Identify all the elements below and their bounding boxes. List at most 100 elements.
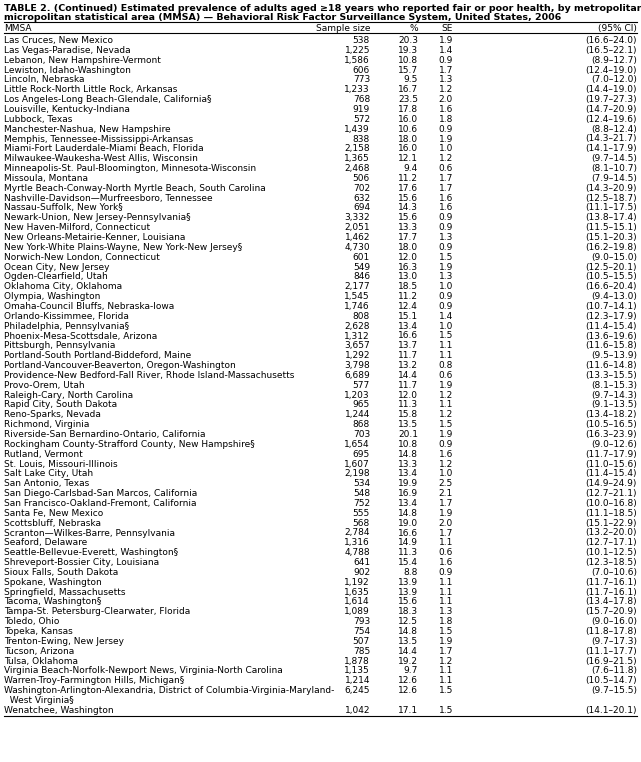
Text: 19.0: 19.0 bbox=[398, 519, 418, 527]
Text: 13.3: 13.3 bbox=[398, 223, 418, 232]
Text: Las Cruces, New Mexico: Las Cruces, New Mexico bbox=[4, 36, 113, 45]
Text: Tacoma, Washington§: Tacoma, Washington§ bbox=[4, 597, 101, 607]
Text: 6,245: 6,245 bbox=[344, 686, 370, 695]
Text: 11.3: 11.3 bbox=[398, 401, 418, 409]
Text: Spokane, Washington: Spokane, Washington bbox=[4, 578, 102, 587]
Text: Lubbock, Texas: Lubbock, Texas bbox=[4, 115, 72, 123]
Text: 694: 694 bbox=[353, 203, 370, 213]
Text: (11.6–14.8): (11.6–14.8) bbox=[585, 361, 637, 370]
Text: 1.1: 1.1 bbox=[438, 667, 453, 675]
Text: 1.0: 1.0 bbox=[438, 144, 453, 153]
Text: 0.6: 0.6 bbox=[438, 164, 453, 173]
Text: Tampa-St. Petersburg-Clearwater, Florida: Tampa-St. Petersburg-Clearwater, Florida bbox=[4, 607, 190, 616]
Text: (12.4–19.0): (12.4–19.0) bbox=[585, 66, 637, 75]
Text: 1.4: 1.4 bbox=[438, 312, 453, 321]
Text: 19.3: 19.3 bbox=[398, 46, 418, 55]
Text: 15.6: 15.6 bbox=[398, 213, 418, 223]
Text: 1.9: 1.9 bbox=[438, 381, 453, 389]
Text: (11.4–15.4): (11.4–15.4) bbox=[585, 469, 637, 479]
Text: St. Louis, Missouri-Illinois: St. Louis, Missouri-Illinois bbox=[4, 459, 118, 469]
Text: 0.9: 0.9 bbox=[438, 568, 453, 577]
Text: New York-White Plains-Wayne, New York-New Jersey§: New York-White Plains-Wayne, New York-Ne… bbox=[4, 243, 242, 252]
Text: 768: 768 bbox=[353, 95, 370, 104]
Text: 1.6: 1.6 bbox=[438, 450, 453, 459]
Text: Providence-New Bedford-Fall River, Rhode Island-Massachusetts: Providence-New Bedford-Fall River, Rhode… bbox=[4, 371, 294, 380]
Text: 17.1: 17.1 bbox=[398, 706, 418, 715]
Text: 19.9: 19.9 bbox=[398, 479, 418, 488]
Text: 14.8: 14.8 bbox=[398, 450, 418, 459]
Text: (8.8–12.4): (8.8–12.4) bbox=[591, 125, 637, 133]
Text: Little Rock-North Little Rock, Arkansas: Little Rock-North Little Rock, Arkansas bbox=[4, 85, 178, 94]
Text: 16.6: 16.6 bbox=[398, 331, 418, 341]
Text: Topeka, Kansas: Topeka, Kansas bbox=[4, 627, 72, 636]
Text: 1.5: 1.5 bbox=[438, 706, 453, 715]
Text: 0.9: 0.9 bbox=[438, 292, 453, 301]
Text: Manchester-Nashua, New Hampshire: Manchester-Nashua, New Hampshire bbox=[4, 125, 171, 133]
Text: 695: 695 bbox=[353, 450, 370, 459]
Text: 1.9: 1.9 bbox=[438, 637, 453, 646]
Text: (95% CI): (95% CI) bbox=[598, 24, 637, 33]
Text: 13.5: 13.5 bbox=[398, 637, 418, 646]
Text: MMSA: MMSA bbox=[4, 24, 31, 33]
Text: (8.1–10.7): (8.1–10.7) bbox=[591, 164, 637, 173]
Text: Los Angeles-Long Beach-Glendale, California§: Los Angeles-Long Beach-Glendale, Califor… bbox=[4, 95, 212, 104]
Text: 1,316: 1,316 bbox=[344, 538, 370, 547]
Text: 0.9: 0.9 bbox=[438, 440, 453, 449]
Text: Santa Fe, New Mexico: Santa Fe, New Mexico bbox=[4, 509, 103, 518]
Text: (12.3–17.9): (12.3–17.9) bbox=[585, 312, 637, 321]
Text: 1.1: 1.1 bbox=[438, 588, 453, 597]
Text: 13.9: 13.9 bbox=[398, 588, 418, 597]
Text: Ocean City, New Jersey: Ocean City, New Jersey bbox=[4, 263, 110, 271]
Text: (10.5–15.5): (10.5–15.5) bbox=[585, 272, 637, 281]
Text: 10.6: 10.6 bbox=[398, 125, 418, 133]
Text: 1.3: 1.3 bbox=[438, 272, 453, 281]
Text: Las Vegas-Paradise, Nevada: Las Vegas-Paradise, Nevada bbox=[4, 46, 131, 55]
Text: 12.0: 12.0 bbox=[398, 253, 418, 261]
Text: 12.4: 12.4 bbox=[398, 302, 418, 311]
Text: 632: 632 bbox=[353, 194, 370, 203]
Text: 534: 534 bbox=[353, 479, 370, 488]
Text: 1.6: 1.6 bbox=[438, 203, 453, 213]
Text: (9.0–15.0): (9.0–15.0) bbox=[591, 253, 637, 261]
Text: 752: 752 bbox=[353, 499, 370, 508]
Text: (11.1–18.5): (11.1–18.5) bbox=[585, 509, 637, 518]
Text: 1.9: 1.9 bbox=[438, 263, 453, 271]
Text: (7.0–12.0): (7.0–12.0) bbox=[591, 75, 637, 85]
Text: (12.7–21.1): (12.7–21.1) bbox=[585, 489, 637, 498]
Text: 1.1: 1.1 bbox=[438, 578, 453, 587]
Text: 1.0: 1.0 bbox=[438, 282, 453, 291]
Text: Omaha-Council Bluffs, Nebraska-Iowa: Omaha-Council Bluffs, Nebraska-Iowa bbox=[4, 302, 174, 311]
Text: 13.7: 13.7 bbox=[398, 341, 418, 351]
Text: 0.8: 0.8 bbox=[438, 361, 453, 370]
Text: 3,332: 3,332 bbox=[344, 213, 370, 223]
Text: (10.1–12.5): (10.1–12.5) bbox=[585, 548, 637, 557]
Text: 1.6: 1.6 bbox=[438, 194, 453, 203]
Text: 641: 641 bbox=[353, 558, 370, 567]
Text: Pittsburgh, Pennsylvania: Pittsburgh, Pennsylvania bbox=[4, 341, 115, 351]
Text: 1.6: 1.6 bbox=[438, 558, 453, 567]
Text: 1.2: 1.2 bbox=[438, 391, 453, 399]
Text: 1,586: 1,586 bbox=[344, 56, 370, 65]
Text: 0.6: 0.6 bbox=[438, 371, 453, 380]
Text: (13.4–17.8): (13.4–17.8) bbox=[585, 597, 637, 607]
Text: Rapid City, South Dakota: Rapid City, South Dakota bbox=[4, 401, 117, 409]
Text: 1.2: 1.2 bbox=[438, 657, 453, 665]
Text: TABLE 2. (Continued) Estimated prevalence of adults aged ≥18 years who reported : TABLE 2. (Continued) Estimated prevalenc… bbox=[4, 4, 641, 13]
Text: (14.7–20.9): (14.7–20.9) bbox=[585, 105, 637, 114]
Text: Oklahoma City, Oklahoma: Oklahoma City, Oklahoma bbox=[4, 282, 122, 291]
Text: (9.5–13.9): (9.5–13.9) bbox=[591, 351, 637, 360]
Text: 14.4: 14.4 bbox=[398, 647, 418, 655]
Text: (14.9–24.9): (14.9–24.9) bbox=[586, 479, 637, 488]
Text: 14.4: 14.4 bbox=[398, 371, 418, 380]
Text: Raleigh-Cary, North Carolina: Raleigh-Cary, North Carolina bbox=[4, 391, 133, 399]
Text: 902: 902 bbox=[353, 568, 370, 577]
Text: (16.6–24.0): (16.6–24.0) bbox=[585, 36, 637, 45]
Text: 4,730: 4,730 bbox=[344, 243, 370, 252]
Text: 1.1: 1.1 bbox=[438, 401, 453, 409]
Text: 12.6: 12.6 bbox=[398, 686, 418, 695]
Text: 785: 785 bbox=[353, 647, 370, 655]
Text: 18.0: 18.0 bbox=[398, 243, 418, 252]
Text: 1,135: 1,135 bbox=[344, 667, 370, 675]
Text: 1.5: 1.5 bbox=[438, 331, 453, 341]
Text: (11.5–15.1): (11.5–15.1) bbox=[585, 223, 637, 232]
